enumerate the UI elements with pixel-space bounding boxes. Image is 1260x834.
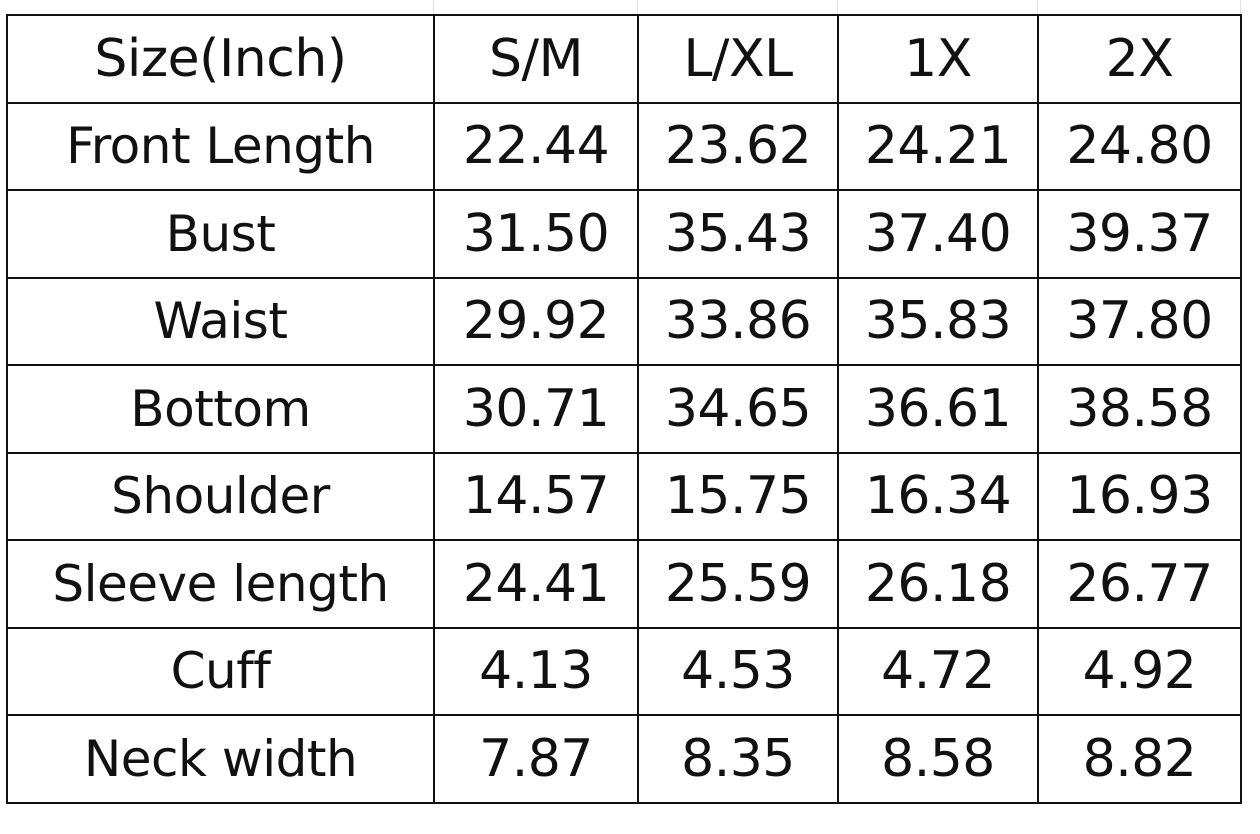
row-label: Shoulder (6, 451, 435, 541)
table-cell: 23.62 (637, 101, 839, 191)
table-cell: 15.75 (637, 451, 839, 541)
table-row: Front Length 22.44 23.62 24.21 24.80 (6, 101, 1242, 191)
table-cell: 8.58 (837, 714, 1039, 804)
table-cell: 35.83 (837, 276, 1039, 366)
table-cell: 25.59 (637, 539, 839, 629)
table-cell: 34.65 (637, 364, 839, 454)
table-cell: 22.44 (433, 101, 639, 191)
table-cell: 37.80 (1037, 276, 1242, 366)
row-label: Bust (6, 189, 435, 279)
header-row: Size(Inch) S/M L/XL 1X 2X (6, 14, 1242, 104)
table-row: Bottom 30.71 34.65 36.61 38.58 (6, 364, 1242, 454)
table-cell: 24.21 (837, 101, 1039, 191)
table-cell: 38.58 (1037, 364, 1242, 454)
table-cell: 36.61 (837, 364, 1039, 454)
table-cell: 16.34 (837, 451, 1039, 541)
row-label: Front Length (6, 101, 435, 191)
table-cell: 8.35 (637, 714, 839, 804)
table-cell: 26.77 (1037, 539, 1242, 629)
spreadsheet-gridlines (0, 0, 1260, 14)
table-cell: 4.13 (433, 626, 639, 716)
table-cell: 26.18 (837, 539, 1039, 629)
table-row: Waist 29.92 33.86 35.83 37.80 (6, 276, 1242, 366)
row-label: Sleeve length (6, 539, 435, 629)
table-cell: 39.37 (1037, 189, 1242, 279)
table-cell: 8.82 (1037, 714, 1242, 804)
table-cell: 29.92 (433, 276, 639, 366)
table-cell: 4.53 (637, 626, 839, 716)
table-cell: 16.93 (1037, 451, 1242, 541)
table-row: Neck width 7.87 8.35 8.58 8.82 (6, 714, 1242, 804)
row-label: Bottom (6, 364, 435, 454)
table-cell: 35.43 (637, 189, 839, 279)
table-cell: 14.57 (433, 451, 639, 541)
table-cell: 24.80 (1037, 101, 1242, 191)
table-row: Shoulder 14.57 15.75 16.34 16.93 (6, 451, 1242, 541)
row-label: Waist (6, 276, 435, 366)
table-cell: 4.92 (1037, 626, 1242, 716)
table-row: Cuff 4.13 4.53 4.72 4.92 (6, 626, 1242, 716)
table-cell: 4.72 (837, 626, 1039, 716)
table-row: Sleeve length 24.41 25.59 26.18 26.77 (6, 539, 1242, 629)
table-cell: 31.50 (433, 189, 639, 279)
column-header: 2X (1037, 14, 1242, 104)
table-cell: 33.86 (637, 276, 839, 366)
size-chart-table: Size(Inch) S/M L/XL 1X 2X Front Length 22.44 23… (6, 14, 1242, 804)
column-header: 1X (837, 14, 1039, 104)
column-header: Size(Inch) (6, 14, 435, 104)
table-cell: 7.87 (433, 714, 639, 804)
table-cell: 30.71 (433, 364, 639, 454)
table-cell: 24.41 (433, 539, 639, 629)
column-header: S/M (433, 14, 639, 104)
table-cell: 37.40 (837, 189, 1039, 279)
row-label: Neck width (6, 714, 435, 804)
table-row: Bust 31.50 35.43 37.40 39.37 (6, 189, 1242, 279)
row-label: Cuff (6, 626, 435, 716)
column-header: L/XL (637, 14, 839, 104)
